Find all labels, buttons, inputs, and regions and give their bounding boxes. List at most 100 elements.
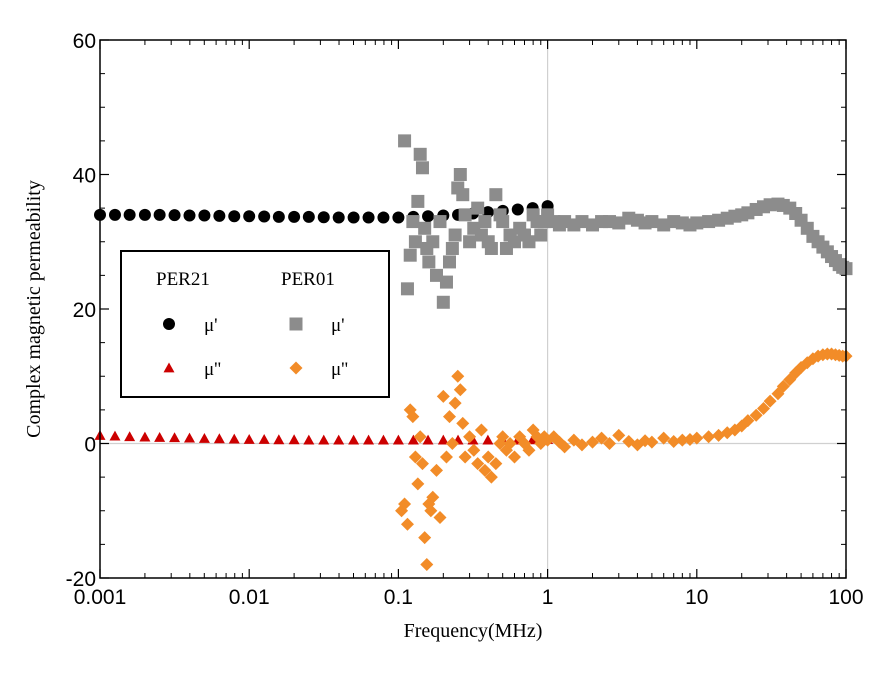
data-point <box>453 383 467 397</box>
data-point <box>413 430 427 444</box>
data-point <box>183 209 196 222</box>
data-point <box>741 414 755 428</box>
data-point <box>184 432 196 443</box>
data-point <box>398 497 412 511</box>
data-point <box>422 434 434 445</box>
data-point <box>153 208 166 221</box>
data-point <box>406 410 420 424</box>
data-point <box>403 248 417 262</box>
axis-ticks <box>99 39 847 579</box>
data-point <box>471 457 485 471</box>
data-point <box>458 450 472 464</box>
data-point <box>508 450 522 464</box>
data-point <box>411 477 425 491</box>
data-point <box>198 209 211 222</box>
data-point <box>586 435 600 449</box>
data-point <box>482 434 494 445</box>
data-point <box>332 211 345 224</box>
data-point <box>168 209 181 222</box>
data-point <box>424 504 438 518</box>
data-point <box>456 188 470 202</box>
y-axis-title: Complex magnetic permeability <box>23 180 45 438</box>
data-point <box>273 434 285 445</box>
data-point <box>499 443 513 457</box>
data-point <box>433 510 447 524</box>
data-point <box>420 558 434 572</box>
data-point <box>288 434 300 445</box>
x-axis-title: Frequency(MHz) <box>404 620 543 642</box>
data-point <box>478 215 492 229</box>
data-point <box>400 517 414 531</box>
data-point <box>406 215 420 229</box>
data-point <box>258 433 270 444</box>
data-point <box>228 433 240 444</box>
data-point <box>258 210 271 223</box>
data-point <box>439 450 453 464</box>
data-point <box>575 215 589 229</box>
x-tick-label: 100 <box>828 586 863 609</box>
data-point <box>429 268 443 282</box>
x-tick-label: 0.01 <box>229 586 270 609</box>
data-point <box>471 201 485 215</box>
legend-marker <box>289 361 303 375</box>
data-point <box>667 434 681 448</box>
data-point <box>645 215 659 229</box>
data-point <box>448 228 462 242</box>
data-point <box>377 434 389 445</box>
data-point <box>169 432 181 443</box>
data-point <box>288 210 301 223</box>
data-point <box>612 428 626 442</box>
data-point <box>272 210 285 223</box>
data-point <box>415 161 429 175</box>
data-point <box>442 410 456 424</box>
data-point <box>595 431 609 445</box>
data-point <box>603 437 617 450</box>
data-point <box>702 430 716 444</box>
data-point <box>448 396 462 410</box>
data-point <box>362 211 375 224</box>
data-point <box>413 147 427 161</box>
data-point <box>453 168 467 181</box>
data-point <box>138 208 151 221</box>
data-point <box>456 416 470 430</box>
data-point <box>228 210 241 223</box>
data-point <box>317 211 330 224</box>
data-point <box>411 194 425 208</box>
y-tick-label: 40 <box>73 165 96 188</box>
data-point <box>436 389 450 403</box>
legend-entry-label: μ'' <box>204 359 221 380</box>
data-point <box>522 443 536 457</box>
data-point <box>418 531 432 545</box>
data-point <box>478 463 492 477</box>
data-point <box>302 210 315 223</box>
legend-entry-label: μ'' <box>331 359 348 380</box>
y-tick-label: 60 <box>73 30 96 53</box>
legend-marker <box>163 318 175 330</box>
data-point <box>392 211 405 224</box>
data-point <box>303 434 315 445</box>
data-point <box>690 216 704 230</box>
data-point <box>243 210 256 223</box>
data-point <box>437 434 449 445</box>
data-point <box>484 241 498 255</box>
data-point <box>690 431 704 445</box>
y-tick-label: -20 <box>66 568 96 591</box>
legend-marker <box>163 362 175 373</box>
data-point <box>213 433 225 444</box>
data-markers <box>94 134 853 572</box>
data-point <box>474 423 488 437</box>
data-point <box>702 215 716 229</box>
data-point <box>213 209 226 222</box>
data-point <box>377 211 390 224</box>
data-point <box>458 208 472 222</box>
legend-marker <box>289 317 303 331</box>
data-point <box>109 430 121 441</box>
data-point <box>445 437 459 450</box>
data-point <box>757 402 771 416</box>
data-point <box>408 235 422 249</box>
legend-entry-label: μ' <box>331 315 345 336</box>
legend-group-title: PER21 <box>156 269 210 290</box>
data-point <box>422 210 435 223</box>
series-2 <box>398 134 853 309</box>
data-point <box>347 211 360 224</box>
